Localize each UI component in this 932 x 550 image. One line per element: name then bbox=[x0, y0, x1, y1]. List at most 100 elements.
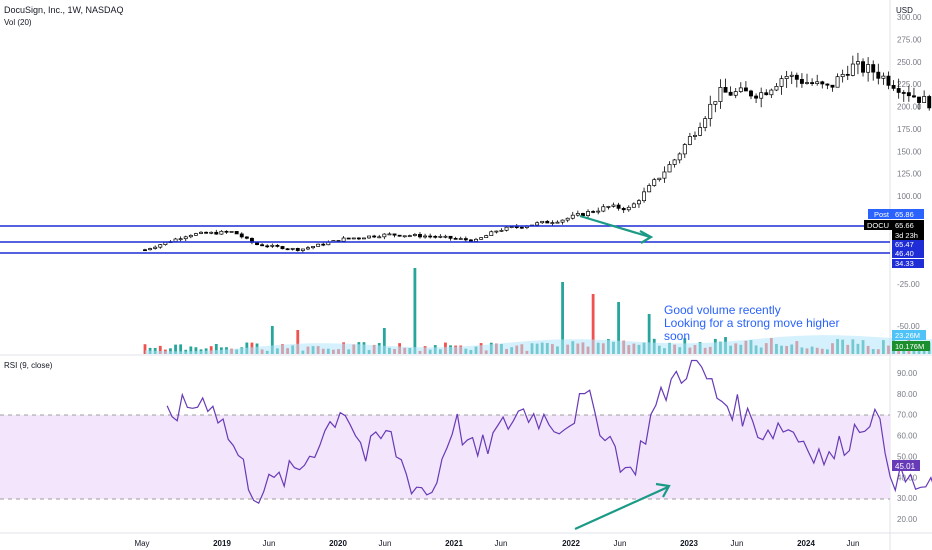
candle-body-149 bbox=[901, 92, 906, 94]
volume-indicator-label[interactable]: Vol (20) bbox=[4, 18, 32, 27]
candle-body-0 bbox=[143, 249, 147, 252]
time-tick-3: 2020 bbox=[329, 539, 347, 548]
svg-text:Post: Post bbox=[874, 210, 890, 219]
candle-body-34 bbox=[316, 243, 321, 247]
candle-body-89 bbox=[596, 210, 601, 213]
candle-body-68 bbox=[489, 231, 494, 236]
rsi-trend-arrow[interactable] bbox=[574, 482, 671, 531]
price-tick-1: 125.00 bbox=[897, 170, 922, 179]
candle-body-56 bbox=[428, 235, 433, 238]
candle-body-91 bbox=[606, 206, 611, 208]
rsi-axis[interactable]: 20.00 30.00 40.00 50.00 60.00 70.00 80.00 90.00 bbox=[897, 369, 918, 524]
candle-body-30 bbox=[295, 248, 300, 251]
candle-body-22 bbox=[255, 242, 259, 246]
candle-body-50 bbox=[397, 234, 402, 237]
volume-bar-7 bbox=[179, 344, 183, 354]
candle-body-61 bbox=[453, 238, 458, 240]
candle-body-29 bbox=[290, 248, 295, 250]
candle-body-15 bbox=[219, 230, 224, 235]
candle-body-67 bbox=[484, 235, 489, 238]
volume-bar-93 bbox=[617, 302, 620, 354]
candle-body-131 bbox=[810, 82, 815, 84]
candle-body-62 bbox=[458, 238, 463, 240]
volume-bar-10 bbox=[194, 347, 198, 354]
candle-body-8 bbox=[183, 236, 188, 240]
candle-body-126 bbox=[784, 75, 789, 79]
candle-body-106 bbox=[682, 144, 687, 155]
svg-text:46.40: 46.40 bbox=[895, 249, 914, 258]
volume-bar-25 bbox=[270, 326, 274, 354]
price-tick-7: 275.00 bbox=[897, 35, 922, 44]
volume-bar-0 bbox=[143, 344, 147, 354]
candle-body-145 bbox=[881, 75, 886, 79]
svg-text:10.176M: 10.176M bbox=[895, 342, 924, 351]
candle-body-127 bbox=[789, 74, 794, 77]
candle-body-132 bbox=[815, 81, 820, 84]
currency-label[interactable]: USD bbox=[896, 6, 913, 15]
svg-text:34.33: 34.33 bbox=[895, 259, 914, 268]
price-tick-6: 250.00 bbox=[897, 58, 922, 67]
candle-body-69 bbox=[494, 230, 499, 233]
candle-body-42 bbox=[356, 237, 361, 240]
candle-body-45 bbox=[372, 235, 377, 238]
candle-body-28 bbox=[285, 248, 290, 251]
time-axis[interactable]: May 2019 Jun 2020 Jun 2021 Jun 2022 Jun 2023 Jun 20… bbox=[134, 539, 859, 548]
candle-body-144 bbox=[876, 71, 881, 79]
price-tick-2: 150.00 bbox=[897, 147, 922, 156]
candle-body-72 bbox=[509, 226, 514, 228]
candle-body-18 bbox=[234, 231, 239, 235]
candle-body-48 bbox=[387, 233, 392, 236]
volume-axis[interactable]: -25.00 -50.00 bbox=[897, 280, 920, 331]
time-tick-12: Jun bbox=[847, 539, 860, 548]
candle-body-108 bbox=[693, 134, 697, 137]
candle-body-129 bbox=[799, 79, 804, 84]
candle-body-102 bbox=[662, 171, 667, 179]
level-badge-3: 34.33 bbox=[892, 259, 924, 268]
candle-body-101 bbox=[657, 177, 662, 181]
candle-body-115 bbox=[728, 91, 733, 96]
candle-body-146 bbox=[886, 75, 891, 86]
price-axis[interactable]: 100.00 125.00 150.00 175.00 200.00 225.00 250.… bbox=[897, 13, 922, 201]
time-tick-10: Jun bbox=[731, 539, 744, 548]
candle-body-64 bbox=[468, 239, 473, 242]
rsi-tick-2: 40.00 bbox=[897, 473, 918, 482]
price-trend-arrow[interactable] bbox=[579, 214, 654, 244]
candle-body-14 bbox=[214, 231, 219, 235]
candle-body-111 bbox=[708, 103, 713, 119]
candle-body-136 bbox=[835, 76, 840, 88]
rsi-value-badge: 45.01 bbox=[892, 460, 920, 471]
candle-body-46 bbox=[377, 236, 382, 239]
candlestick-series bbox=[143, 52, 932, 253]
volume-bar-30 bbox=[296, 330, 300, 354]
candle-body-85 bbox=[575, 213, 580, 216]
annotation-note[interactable]: Good volume recently Looking for a stron… bbox=[664, 303, 839, 343]
candle-body-141 bbox=[861, 61, 865, 73]
candle-body-17 bbox=[229, 231, 234, 233]
rsi-band bbox=[0, 415, 890, 499]
candle-body-125 bbox=[779, 78, 784, 87]
volume-bar-6 bbox=[174, 344, 177, 354]
candle-body-95 bbox=[626, 206, 631, 211]
rsi-tick-3: 50.00 bbox=[897, 452, 918, 461]
candle-body-49 bbox=[392, 233, 397, 236]
candle-body-117 bbox=[738, 87, 743, 92]
candle-body-150 bbox=[906, 92, 911, 97]
candle-body-128 bbox=[794, 74, 799, 80]
candle-body-39 bbox=[341, 237, 346, 242]
candle-body-121 bbox=[759, 92, 764, 99]
time-tick-0: May bbox=[134, 539, 149, 548]
candle-body-53 bbox=[412, 234, 417, 236]
price-tick-4: 200.00 bbox=[897, 103, 922, 112]
candle-body-90 bbox=[601, 206, 606, 212]
candle-body-41 bbox=[351, 237, 356, 240]
rsi-series bbox=[166, 359, 932, 505]
rsi-indicator-label[interactable]: RSI (9, close) bbox=[4, 361, 53, 370]
candle-body-6 bbox=[173, 238, 178, 242]
candle-body-139 bbox=[850, 63, 855, 76]
svg-text:3d 23h: 3d 23h bbox=[895, 231, 918, 240]
volume-bar-88 bbox=[591, 294, 595, 354]
time-tick-8: Jun bbox=[614, 539, 627, 548]
candle-body-112 bbox=[713, 101, 718, 105]
candle-body-123 bbox=[769, 89, 774, 96]
